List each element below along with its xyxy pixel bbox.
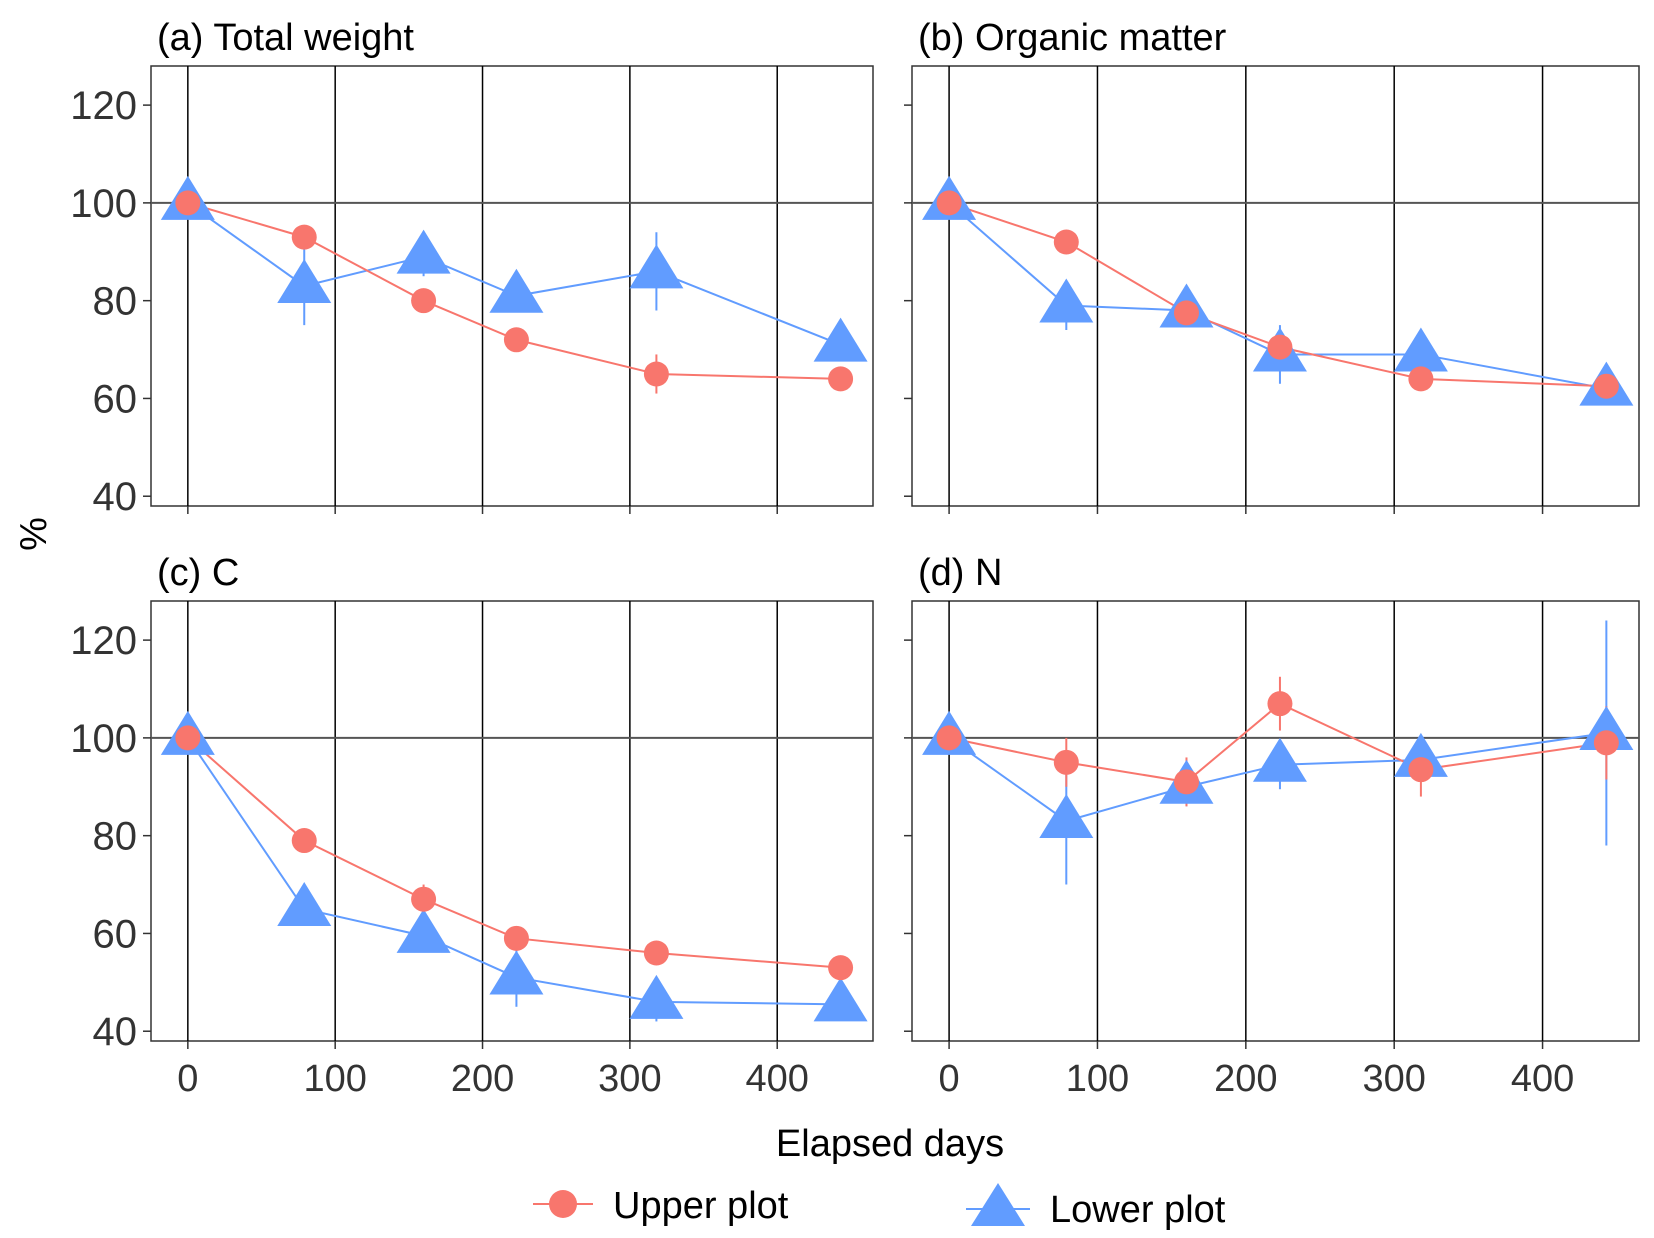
upper-point (175, 190, 201, 216)
legend-upper-label: Upper plot (613, 1185, 789, 1227)
upper-point (936, 725, 962, 751)
lower-point (277, 259, 332, 303)
legend-lower-marker (971, 1183, 1025, 1226)
y-tick-label: 60 (93, 377, 138, 421)
panel-title: (a) Total weight (157, 17, 414, 59)
upper-point (411, 886, 437, 912)
upper-point (175, 725, 201, 751)
x-tick-label: 200 (451, 1058, 514, 1100)
upper-point (1267, 691, 1293, 717)
y-tick-label: 120 (70, 619, 137, 663)
upper-point (1173, 769, 1199, 795)
panels: (a) Total weight 40 60 80 100 120 (b) Organic … (70, 17, 1640, 1100)
upper-series-line (948, 201, 1607, 388)
lower-point (813, 317, 868, 362)
upper-point (936, 190, 962, 216)
lower-point (813, 977, 868, 1022)
lower-point (1252, 737, 1307, 782)
panel-frame (911, 600, 1640, 1042)
legend-upper-marker (549, 1190, 577, 1218)
y-tick-label: 40 (93, 475, 138, 519)
x-tick-label: 100 (1066, 1058, 1129, 1100)
y-tick-label: 100 (70, 717, 137, 761)
panel-0: (a) Total weight 40 60 80 100 120 (70, 17, 874, 519)
y-axis-label: % (13, 517, 55, 551)
y-tick-label: 100 (70, 182, 137, 226)
legend-item-upper: Upper plot (533, 1185, 789, 1227)
y-tick-label: 80 (93, 280, 138, 324)
lower-point (1579, 706, 1634, 750)
lower-series-line (187, 202, 841, 346)
panel-frame (150, 600, 874, 1042)
upper-point (291, 828, 317, 854)
lower-point (1393, 732, 1448, 777)
y-tick-label: 80 (93, 815, 138, 859)
upper-point (643, 361, 669, 387)
lower-point (1039, 278, 1094, 323)
x-tick-label: 300 (1362, 1058, 1425, 1100)
upper-point (1173, 300, 1199, 326)
lower-series-line (948, 732, 1607, 823)
x-tick-label: 200 (1214, 1058, 1277, 1100)
y-tick-label: 120 (70, 84, 137, 128)
upper-point (411, 288, 437, 314)
panel-2: (c) C 0 100 200 300 400 40 60 80 100 120 (70, 552, 874, 1100)
x-tick-label: 400 (746, 1058, 809, 1100)
legend-lower-label: Lower plot (1050, 1189, 1226, 1231)
x-tick-label: 0 (939, 1058, 960, 1100)
x-axis-label: Elapsed days (776, 1123, 1004, 1165)
upper-point (503, 925, 529, 951)
y-tick-label: 60 (93, 912, 138, 956)
upper-series-line (187, 201, 841, 380)
lower-point (1039, 794, 1094, 838)
lower-point (629, 244, 684, 289)
upper-point (291, 224, 317, 250)
panel-frame (150, 65, 874, 507)
lower-series-line (948, 202, 1607, 390)
upper-point (828, 366, 854, 392)
lower-point (396, 229, 451, 274)
panel-title: (c) C (157, 552, 239, 594)
lower-point (629, 974, 684, 1019)
legend: Upper plot Lower plot (533, 1183, 1226, 1231)
upper-point (1267, 334, 1293, 360)
x-tick-label: 300 (598, 1058, 661, 1100)
upper-point (1408, 757, 1434, 783)
lower-point (489, 268, 544, 313)
upper-series-line (948, 702, 1607, 783)
lower-point (489, 950, 544, 995)
upper-point (1053, 749, 1079, 775)
panel-frame (911, 65, 1640, 507)
lower-point (396, 908, 451, 953)
x-tick-label: 400 (1511, 1058, 1574, 1100)
panel-title: (d) N (918, 552, 1002, 594)
panel-title: (b) Organic matter (918, 17, 1227, 59)
upper-point (1408, 366, 1434, 392)
upper-point (1593, 373, 1619, 399)
panel-1: (b) Organic matter (904, 17, 1640, 514)
upper-point (1053, 229, 1079, 255)
x-tick-label: 0 (177, 1058, 198, 1100)
lower-series-line (187, 737, 841, 1006)
y-tick-label: 40 (93, 1010, 138, 1054)
upper-point (503, 327, 529, 353)
upper-point (643, 940, 669, 966)
lower-point (277, 882, 332, 926)
upper-point (828, 955, 854, 981)
lower-point (1393, 327, 1448, 372)
panel-3: (d) N 0 100 200 300 400 (904, 552, 1640, 1100)
upper-point (1593, 730, 1619, 756)
legend-item-lower: Lower plot (966, 1183, 1226, 1231)
upper-series-line (187, 737, 841, 969)
x-tick-label: 100 (303, 1058, 366, 1100)
